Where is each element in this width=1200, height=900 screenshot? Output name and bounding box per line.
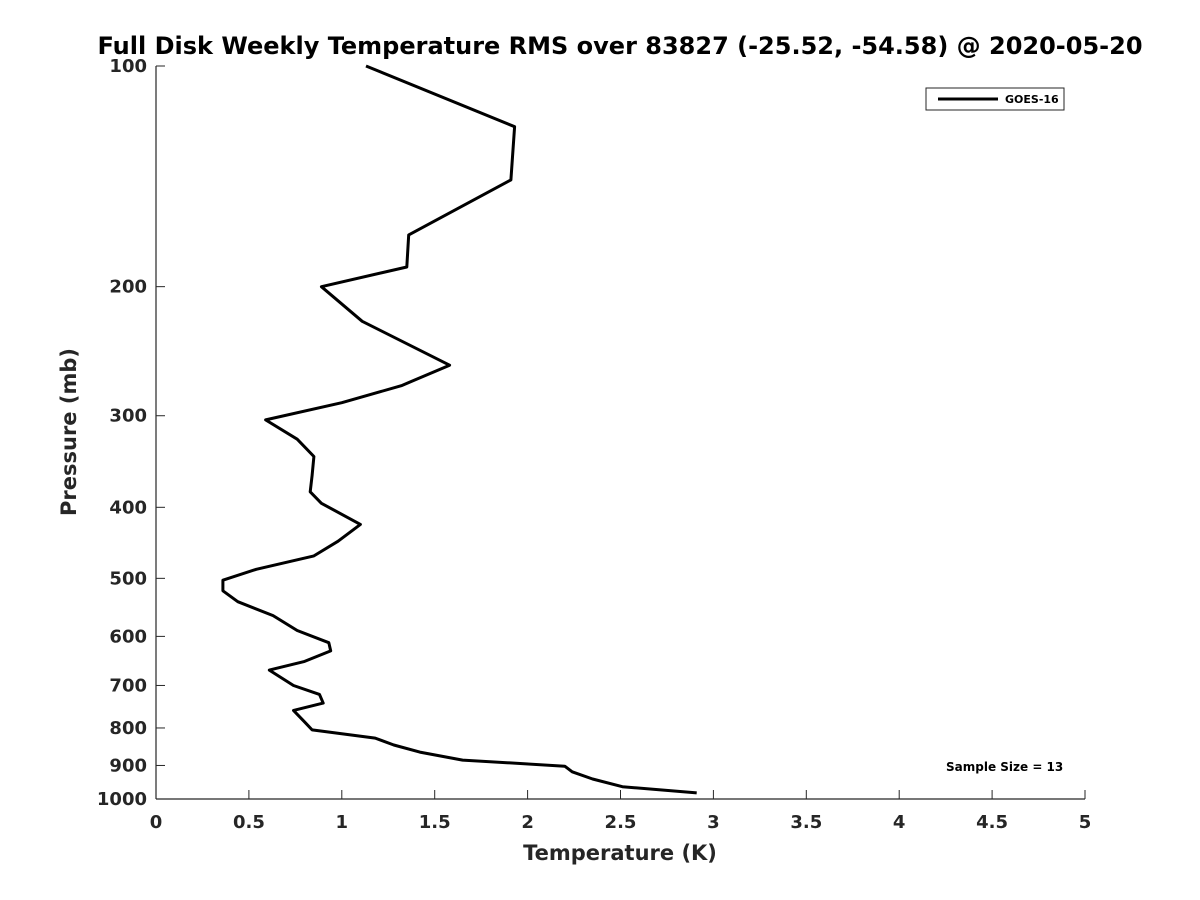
legend: GOES-16: [925, 87, 1065, 111]
y-tick-label: 200: [109, 277, 147, 298]
x-tick-label: 0.5: [233, 812, 265, 833]
x-tick-label: 1.5: [419, 812, 451, 833]
chart-title: Full Disk Weekly Temperature RMS over 83…: [97, 32, 1142, 60]
sample-size-annotation: Sample Size = 13: [946, 760, 1063, 774]
y-tick-label: 900: [109, 755, 147, 776]
series-layer: [221, 64, 697, 795]
y-tick-label: 100: [109, 56, 147, 77]
x-tick-label: 3.5: [790, 812, 822, 833]
x-axis-label: Temperature (K): [523, 841, 717, 865]
y-tick-label: 300: [109, 406, 147, 427]
x-tick-label: 0: [150, 812, 163, 833]
x-tick-label: 4: [893, 812, 906, 833]
y-tick-label: 700: [109, 675, 147, 696]
x-tick-label: 2.5: [605, 812, 637, 833]
series-line: [221, 64, 697, 795]
x-tick-label: 3: [707, 812, 720, 833]
y-tick-label: 600: [109, 626, 147, 647]
x-tick-label: 2: [521, 812, 534, 833]
x-tick-label: 1: [336, 812, 349, 833]
x-tick-label: 4.5: [976, 812, 1008, 833]
y-axis-ticks: 100 200 300 400 500 600 700 800 900 1000: [97, 56, 165, 810]
x-axis-ticks: 0 0.5 1 1.5 2 2.5 3 3.5 4 4.5 5: [150, 790, 1092, 833]
y-tick-label: 500: [109, 568, 147, 589]
legend-entry-label: GOES-16: [1005, 93, 1059, 106]
y-tick-label: 1000: [97, 789, 147, 810]
x-tick-label: 5: [1079, 812, 1092, 833]
y-tick-label: 800: [109, 718, 147, 739]
y-tick-label: 400: [109, 497, 147, 518]
y-axis-label: Pressure (mb): [57, 348, 81, 516]
